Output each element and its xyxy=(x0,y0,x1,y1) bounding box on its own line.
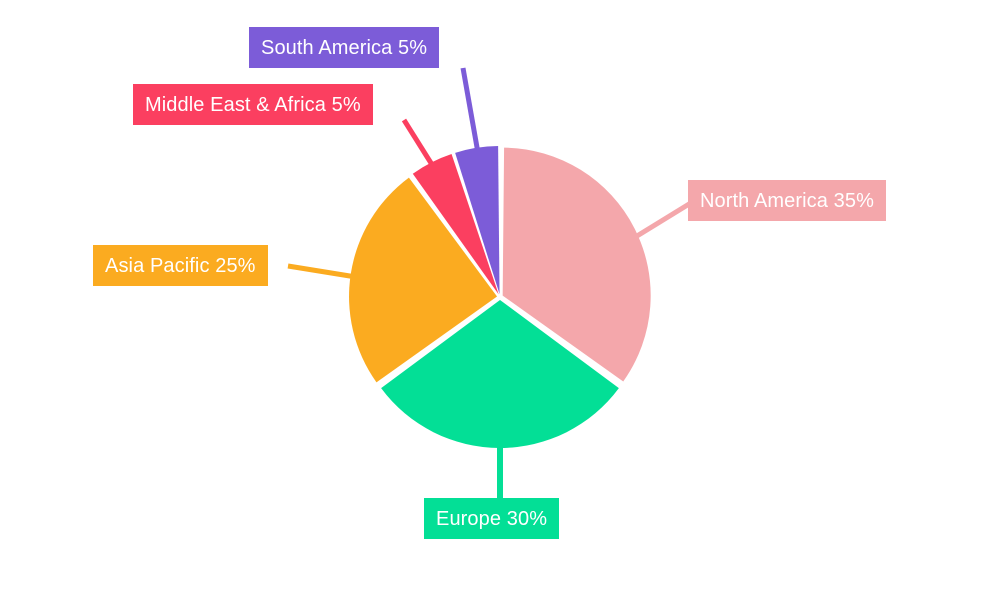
pie-slice-middle-east-africa[interactable] xyxy=(412,154,499,295)
pie-label-asia-pacific-text: Asia Pacific 25% xyxy=(105,254,256,277)
pie-slice-north-america[interactable] xyxy=(502,147,651,382)
leader-line-south-america xyxy=(460,67,481,154)
pie-slice-asia-pacific[interactable] xyxy=(349,177,498,383)
pie-slices xyxy=(349,146,651,448)
pie-slice-europe[interactable] xyxy=(381,300,619,448)
pie-label-asia-pacific[interactable]: Asia Pacific 25% xyxy=(93,245,268,286)
pie-label-middle-east-africa[interactable]: Middle East & Africa 5% xyxy=(133,84,373,125)
leader-line-north-america xyxy=(635,198,696,239)
pie-label-middle-east-africa-text: Middle East & Africa 5% xyxy=(145,93,361,116)
pie-label-europe-text: Europe 30% xyxy=(436,507,548,530)
pie-label-north-america-text: North America 35% xyxy=(700,189,874,212)
pie-label-north-america[interactable]: North America 35% xyxy=(688,180,886,221)
pie-label-south-america-text: South America 5% xyxy=(261,36,428,59)
pie-label-south-america[interactable]: South America 5% xyxy=(249,27,440,68)
leader-line-asia-pacific xyxy=(287,263,357,280)
pie-slice-south-america[interactable] xyxy=(455,146,500,295)
pie-label-europe[interactable]: Europe 30% xyxy=(424,498,560,539)
